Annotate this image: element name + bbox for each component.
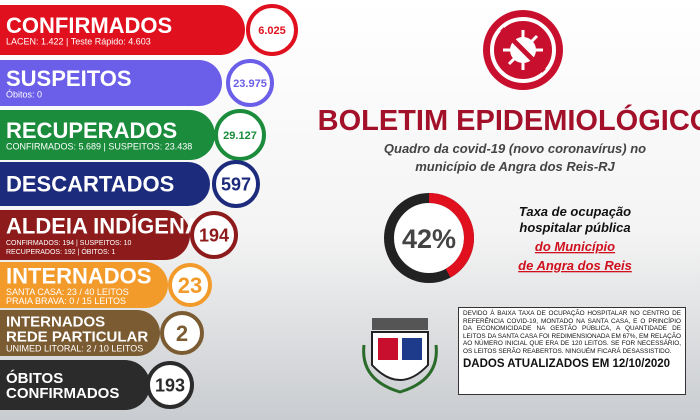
panel-detail: RECUPERADOS: 192 | ÓBITOS: 1 [6,247,116,256]
panel-total: 2 [176,321,188,346]
panel-bar [0,210,190,260]
panel-detail: Óbitos: 0 [6,90,42,100]
panel-detail: UNIMED LITORAL: 2 / 10 LEITOS [6,344,143,354]
gauge-arc [384,193,474,283]
panel-bar [0,60,222,106]
title: BOLETIM EPIDEMIOLÓGICO [318,103,700,137]
panel-detail: PRAIA BRAVA: 0 / 15 LEITOS [6,296,126,306]
total-circle [160,311,204,355]
gauge-caption: Taxa de ocupação [519,204,631,219]
total-circle [190,211,238,259]
panel-title: RECUPERADOS [6,118,177,143]
panel-detail: CONFIRMADOS: 194 | SUSPEITOS: 10 [6,240,131,247]
total-circle [146,361,194,409]
gauge-place: de Angra dos Reis [518,258,632,273]
panel-total: 23 [178,273,202,298]
updated-date: DADOS ATUALIZADOS EM 12/10/2020 [463,357,671,370]
gauge-caption: hospitalar pública [519,220,630,235]
panel-bar [0,310,160,356]
panel-bar [0,162,210,206]
panel-title: ÓBITOS [6,369,63,387]
panel-detail: CONFIRMADOS: 5.689 | SUSPEITOS: 23.438 [6,142,192,152]
subtitle: município de Angra dos Reis-RJ [415,159,615,174]
panel-total: 193 [155,375,185,395]
gauge-place: do Município [535,239,615,254]
notice-box: DEVIDO À BAIXA TAXA DE OCUPAÇÃO HOSPITAL… [458,307,686,395]
panel-title: INTERNADOS [6,264,151,289]
panel-title: CONFIRMADOS [6,13,172,38]
panel-detail: SANTA CASA: 23 / 40 LEITOS [6,287,129,297]
total-circle [168,263,212,307]
panel-bar [0,262,168,308]
notice: DEVIDO À BAIXA TAXA DE OCUPAÇÃO HOSPITAL… [463,310,681,355]
panel-total: 29.127 [223,130,257,142]
virus-icon [483,10,563,90]
subtitle: Quadro da covid-19 (novo coronavírus) no [384,141,646,156]
total-circle [214,109,266,161]
gauge-label: 42% [402,224,456,254]
total-circle [246,4,298,56]
panel-bar [0,110,215,160]
total-circle [226,59,274,107]
panel-title: SUSPEITOS [6,66,132,91]
panel-total: 194 [199,225,229,245]
panel-title: INTERNADOS [6,313,105,330]
coat-of-arms [362,318,438,394]
panel-total: 6.025 [258,25,286,37]
panel-detail: LACEN: 1.422 | Teste Rápido: 4.603 [6,37,151,47]
panel-total: 597 [221,174,251,194]
panel-title: CONFIRMADOS [6,385,119,402]
panel-title: DESCARTADOS [6,172,174,197]
panel-bar [0,360,150,410]
panel-bar [0,5,245,55]
total-circle [212,160,260,208]
panel-total: 23.975 [233,78,267,90]
panel-title: ALDEIA INDÍGENA [6,214,201,239]
panel-title: REDE PARTICULAR [6,328,148,345]
